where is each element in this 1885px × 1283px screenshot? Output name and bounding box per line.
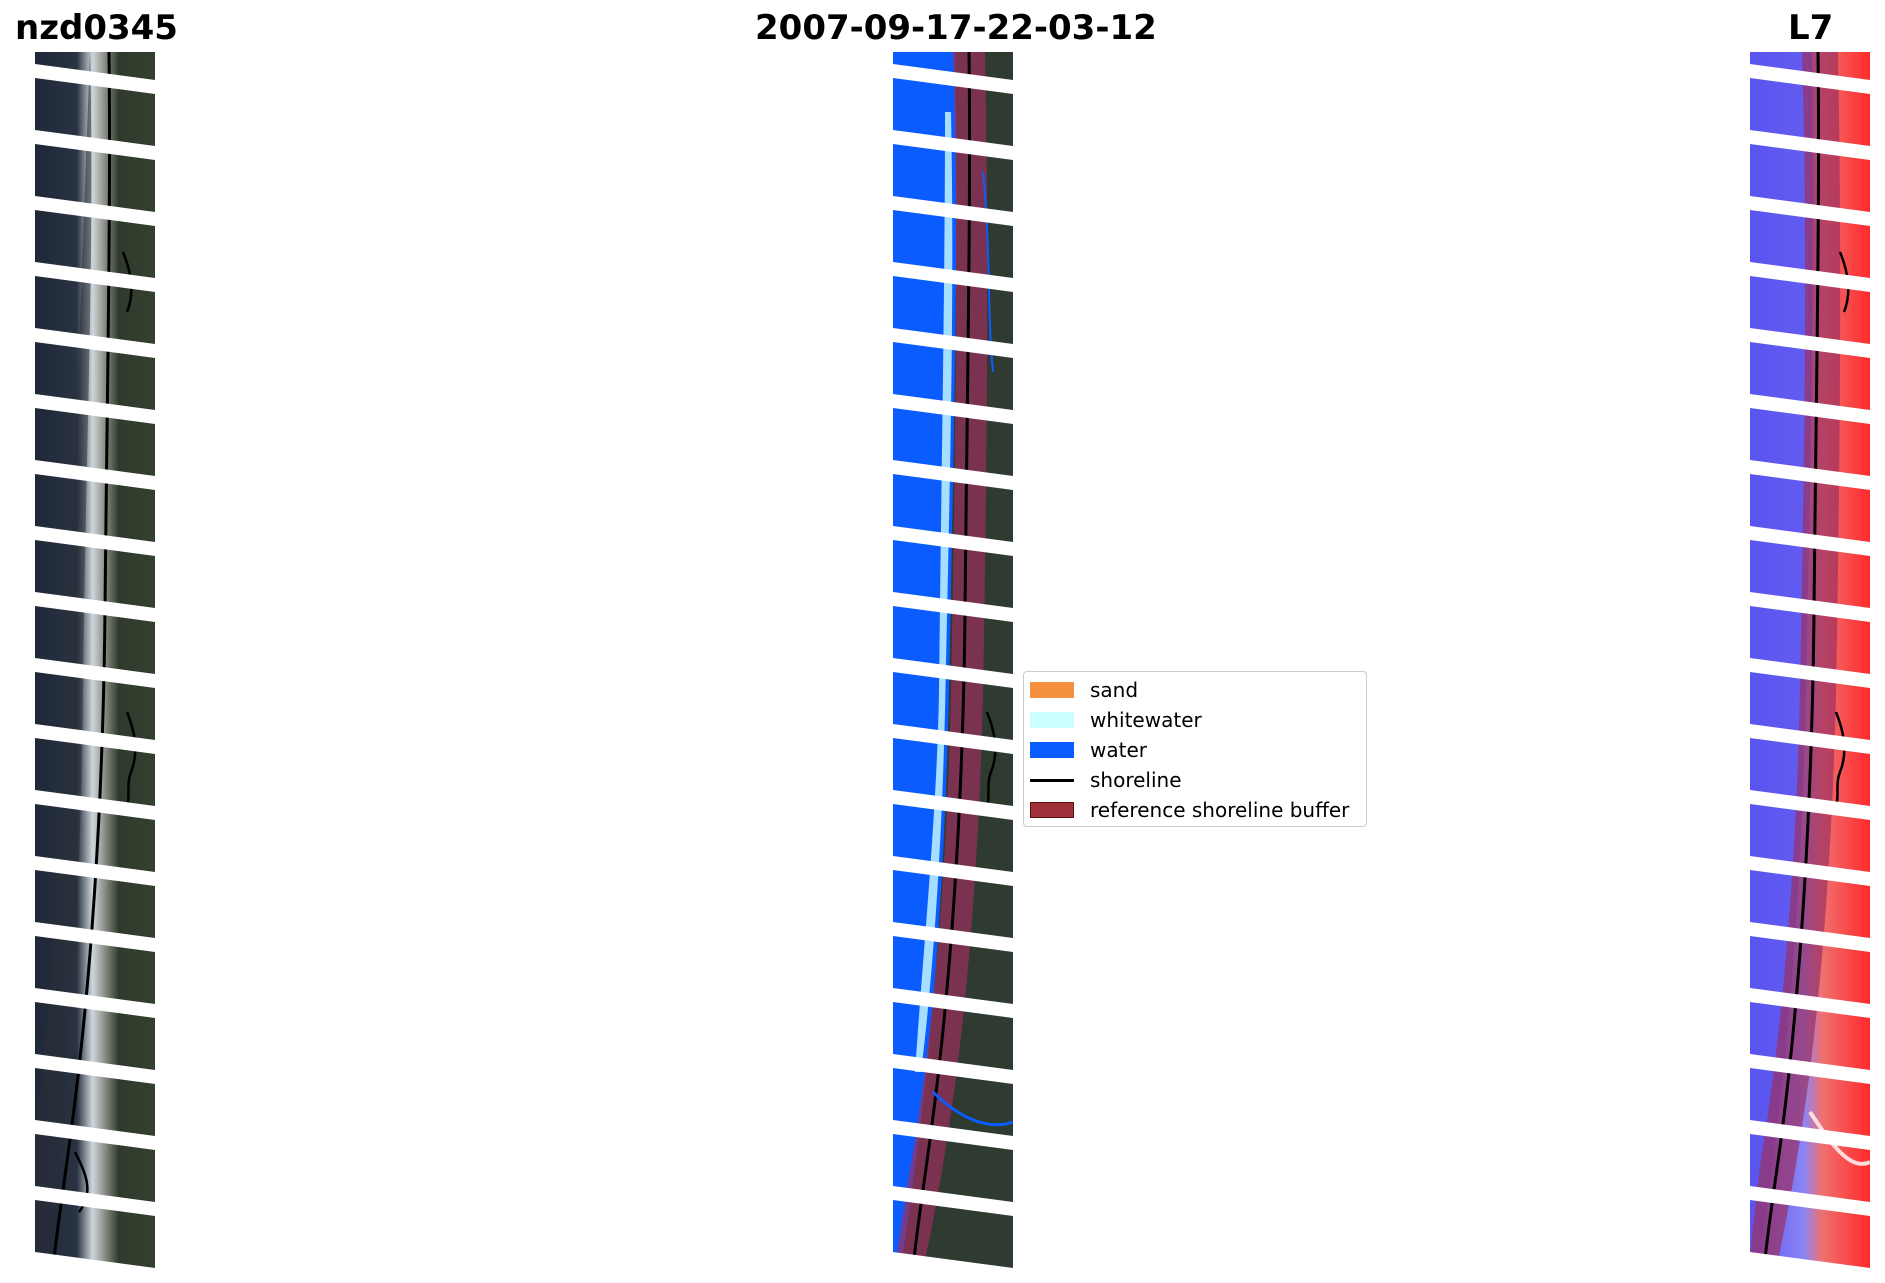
whitewater-swatch (1030, 712, 1074, 728)
shoreline-line (51, 52, 112, 1270)
legend-item-sand: sand (1030, 677, 1138, 703)
ndwi-image (1750, 52, 1870, 1270)
legend-item-shoreline: shoreline (1030, 767, 1182, 793)
scanline-gaps (893, 64, 1013, 1270)
legend-item-whitewater: whitewater (1030, 707, 1202, 733)
shoreline-line (911, 52, 972, 1270)
ndwi-image-panel (1750, 52, 1870, 1270)
date-title: 2007-09-17-22-03-12 (755, 8, 1157, 48)
shoreline-line (1762, 52, 1821, 1270)
legend-item-buffer: reference shoreline buffer (1030, 797, 1349, 823)
scanline-gaps (1750, 64, 1870, 1270)
classified-image (893, 52, 1013, 1270)
classified-image-panel (893, 52, 1013, 1270)
satellite-title: L7 (1788, 8, 1834, 48)
water-region (893, 52, 957, 1270)
reference-shoreline-buffer (895, 52, 988, 1270)
site-title: nzd0345 (15, 8, 178, 48)
sand-swatch (1030, 682, 1074, 698)
legend: sand whitewater water shoreline referenc… (1023, 671, 1367, 827)
scanline-gaps (35, 64, 155, 1270)
rgb-image (35, 52, 155, 1270)
water-swatch (1030, 742, 1074, 758)
buffer-swatch (1030, 802, 1074, 818)
legend-item-water: water (1030, 737, 1147, 763)
shoreline-swatch (1030, 772, 1074, 788)
rgb-image-panel (35, 52, 155, 1270)
